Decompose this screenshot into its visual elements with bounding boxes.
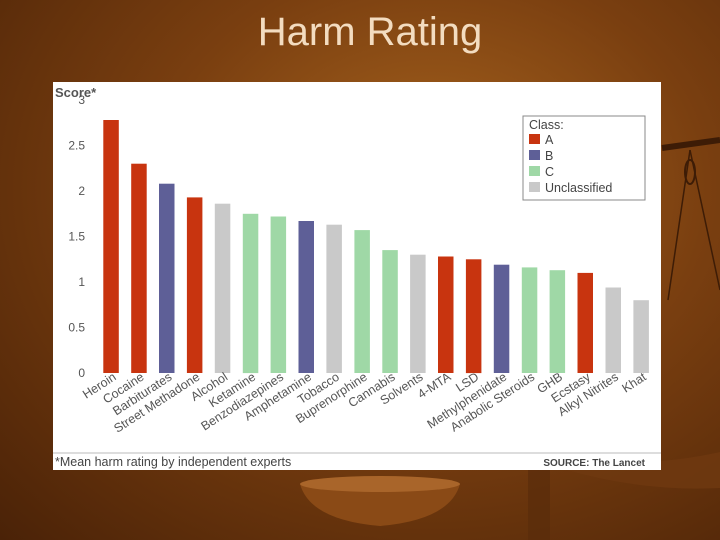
- y-axis-ticks: 0 0.5 1 1.5 2 2.5 3: [68, 93, 85, 380]
- bar-cannabis: [382, 250, 398, 373]
- legend: Class: ABC Unclassified: [522, 115, 646, 201]
- legend-label: A: [545, 133, 554, 147]
- x-tick-label: Khat: [620, 369, 650, 395]
- y-tick-label: 1.5: [68, 230, 85, 244]
- legend-swatch: [529, 134, 540, 144]
- bar-anabolic-steroids: [521, 267, 538, 373]
- bar-ecstasy: [577, 272, 593, 373]
- chart-canvas: Score* 0 0.5 1 1.5 2 2.5 3 HeroinCocaineBarbit…: [53, 85, 661, 469]
- slide-title: Harm Rating: [257, 10, 483, 54]
- y-tick-label: 0.5: [68, 321, 85, 335]
- bar-tobacco: [326, 224, 342, 373]
- legend-swatch: [529, 166, 540, 176]
- legend-label: Unclassified: [545, 181, 612, 195]
- y-tick-label: 1: [78, 275, 85, 289]
- bar-cocaine: [131, 163, 147, 373]
- bar-4-mta: [438, 256, 454, 373]
- footnote: *Mean harm rating by independent experts: [55, 455, 291, 469]
- legend-swatch: [529, 182, 540, 192]
- y-tick-label: 0: [78, 366, 85, 380]
- bar-solvents: [410, 254, 426, 373]
- bar-buprenorphine: [354, 230, 370, 373]
- bar-khat: [633, 300, 649, 373]
- bar-lsd: [465, 259, 482, 374]
- y-axis-label: Score*: [55, 85, 97, 100]
- bar-alcohol: [214, 203, 231, 373]
- bar-barbiturates: [159, 183, 175, 373]
- bar-heroin: [103, 120, 119, 373]
- bar-benzodiazepines: [270, 216, 287, 373]
- bar-ghb: [549, 270, 566, 373]
- bar-alkyl-nitrites: [605, 287, 621, 373]
- x-tick-label: 4-MTA: [415, 369, 454, 401]
- legend-swatch: [529, 150, 540, 160]
- bar-methylphenidate: [493, 264, 510, 373]
- bar-ketamine: [242, 213, 259, 374]
- bar-amphetamine: [298, 221, 314, 373]
- harm-rating-chart: Score* 0 0.5 1 1.5 2 2.5 3 Heroin Cocaine Barbit…: [53, 82, 661, 470]
- bars: [103, 120, 649, 374]
- source-label: SOURCE: The Lancet: [543, 458, 645, 469]
- legend-title: Class:: [529, 118, 564, 132]
- y-tick-label: 2: [78, 184, 85, 198]
- legend-box: [522, 115, 646, 201]
- y-tick-label: 3: [78, 93, 85, 107]
- legend-label: B: [545, 149, 553, 163]
- bar-street-methadone: [186, 197, 203, 373]
- y-tick-label: 2.5: [68, 139, 85, 153]
- legend-label: C: [545, 165, 554, 179]
